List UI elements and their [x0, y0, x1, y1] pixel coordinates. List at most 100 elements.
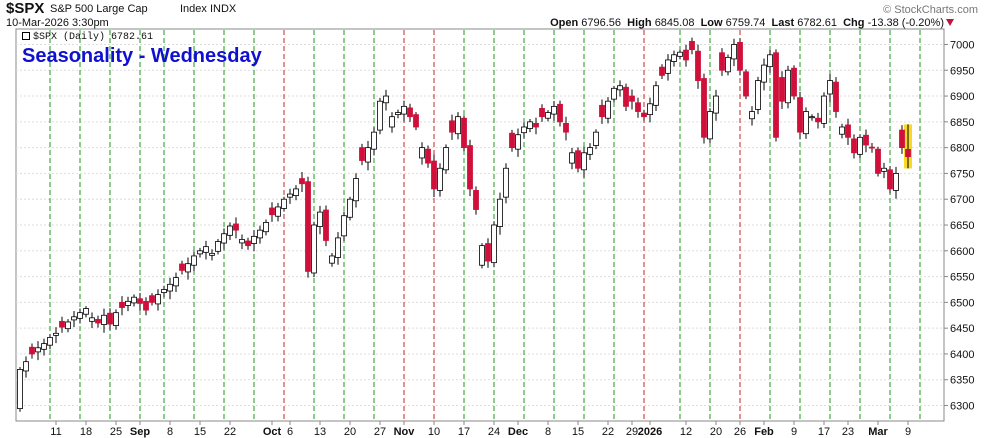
candle-body: [335, 237, 341, 258]
candle-body: [77, 312, 83, 319]
high-label: High: [627, 17, 652, 29]
candle-body: [347, 198, 353, 218]
candle-body: [119, 301, 125, 308]
candle-body: [209, 252, 215, 256]
x-tick-label: 8: [545, 426, 551, 438]
chg-label: Chg: [843, 17, 865, 29]
candle-body: [149, 295, 155, 303]
low-value: 6759.74: [725, 17, 766, 29]
candle-body: [365, 147, 371, 163]
legend-text: $SPX (Daily) 6782.61: [33, 32, 154, 43]
candle-body: [857, 136, 863, 155]
candle-body: [23, 361, 29, 372]
candle-body: [293, 188, 299, 196]
candle-body: [329, 255, 335, 264]
candle-body: [407, 107, 413, 118]
candle-body: [113, 312, 119, 326]
candle-body: [353, 178, 359, 202]
candle-body: [557, 103, 563, 123]
last-label: Last: [771, 17, 795, 29]
candle-body: [629, 95, 635, 102]
x-tick-label: 15: [194, 426, 206, 438]
candle-body: [269, 207, 275, 216]
candle-body: [89, 317, 95, 322]
candle-body: [401, 105, 407, 115]
candle-body: [887, 169, 893, 190]
candle-body: [509, 132, 515, 149]
candle-body: [539, 108, 545, 118]
candle-body: [677, 51, 683, 57]
chart-annotation-title: Seasonality - Wednesday: [22, 45, 262, 67]
candle-body: [443, 147, 449, 171]
x-tick-label: Mar: [868, 426, 888, 438]
candle-body: [839, 126, 845, 135]
candle-body: [767, 54, 773, 68]
candle-body: [833, 81, 839, 112]
candle-body: [323, 209, 329, 241]
candle-body: [563, 122, 569, 133]
candle-body: [317, 211, 323, 227]
candle-body: [653, 85, 659, 106]
candle-body: [251, 235, 257, 244]
x-tick-label: 20: [710, 426, 722, 438]
candle-body: [53, 332, 59, 336]
candle-body: [275, 206, 281, 217]
candle-body: [461, 117, 467, 149]
y-tick-label: 6450: [950, 323, 974, 335]
candle-body: [551, 105, 557, 115]
candle-body: [455, 116, 461, 135]
candle-body: [905, 149, 911, 158]
x-tick-label: 6: [287, 426, 293, 438]
candle-body: [425, 148, 431, 164]
x-tick-label: 12: [680, 426, 692, 438]
chart-legend: $SPX (Daily) 6782.61: [22, 32, 153, 43]
candle-body: [671, 54, 677, 62]
candle-body: [737, 42, 743, 71]
y-tick-label: 7000: [950, 39, 974, 51]
candle-body: [65, 321, 71, 330]
x-tick-label: 9: [791, 426, 797, 438]
candle-body: [227, 225, 233, 236]
candle-body: [785, 69, 791, 104]
candle-body: [815, 117, 821, 123]
x-tick-label: Oct: [263, 426, 282, 438]
x-tick-label: 27: [374, 426, 386, 438]
candle-body: [761, 64, 767, 83]
x-axis-ticks: 11 18 25 Sep 8 15 22 Oct 6 13 20 27 Nov 10 17 24 Dec 8 15 2…: [50, 421, 911, 438]
candle-body: [107, 312, 113, 325]
candle-body: [203, 246, 209, 253]
candle-body: [161, 289, 167, 293]
x-tick-label: 2026: [638, 426, 662, 438]
x-tick-label: 8: [167, 426, 173, 438]
y-tick-label: 6400: [950, 349, 974, 361]
x-tick-label: 20: [344, 426, 356, 438]
y-tick-label: 6750: [950, 168, 974, 180]
candle-body: [257, 229, 263, 239]
x-tick-label: Nov: [394, 426, 416, 438]
candle-body: [59, 320, 65, 328]
symbol-description: S&P 500 Large Cap: [50, 3, 148, 15]
candle-body: [647, 103, 653, 116]
candle-body: [137, 298, 143, 304]
candle-body: [587, 147, 593, 155]
candle-body: [359, 147, 365, 161]
candle-body: [749, 111, 755, 120]
symbol: $SPX: [6, 0, 45, 17]
x-tick-label: 15: [572, 426, 584, 438]
candle-body: [689, 40, 695, 51]
candle-body: [527, 121, 533, 129]
candle-body: [605, 100, 611, 119]
watermark: © StockCharts.com: [883, 4, 978, 16]
candle-body: [899, 129, 905, 149]
candle-body: [83, 308, 89, 315]
candle-body: [521, 126, 527, 134]
candle-body: [875, 148, 881, 174]
candle-body: [707, 111, 713, 140]
candle-body: [659, 66, 665, 76]
candle-body: [497, 198, 503, 227]
candle-body: [233, 223, 239, 231]
change-down-arrow-icon: [946, 19, 954, 26]
last-value: 6782.61: [797, 17, 837, 29]
x-tick-label: 11: [50, 426, 61, 438]
candle-body: [503, 167, 509, 198]
